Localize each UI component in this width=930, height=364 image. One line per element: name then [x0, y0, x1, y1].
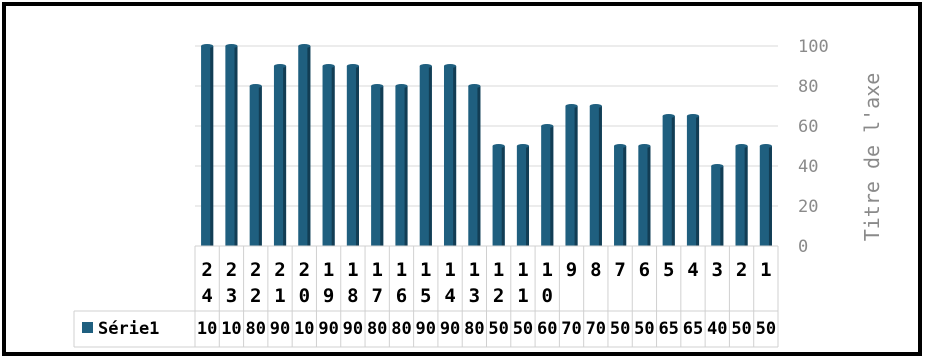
- data-table-value: 50: [756, 319, 776, 339]
- data-table-value: 90: [440, 319, 460, 339]
- legend-swatch: [82, 322, 93, 333]
- data-table-value: 65: [683, 319, 703, 339]
- bar: [322, 64, 335, 246]
- data-table-value: 80: [367, 319, 387, 339]
- y-tick-label: 40: [798, 157, 818, 177]
- y-tick-label: 20: [798, 197, 818, 217]
- bar: [371, 84, 384, 246]
- data-table-value: 10: [197, 319, 217, 339]
- y-tick-label: 100: [798, 37, 829, 57]
- data-table-value: 70: [561, 319, 581, 339]
- data-table-value: 80: [391, 319, 411, 339]
- x-tick-label: 9: [566, 259, 577, 281]
- x-tick-label: 3: [712, 259, 723, 281]
- bars: [201, 44, 772, 246]
- y-tick-label: 80: [798, 77, 818, 97]
- bar: [686, 114, 700, 246]
- bar: [249, 84, 262, 246]
- bar: [492, 144, 505, 246]
- data-table-value: 50: [610, 319, 630, 339]
- legend-label: Série1: [98, 319, 159, 339]
- bar: [565, 104, 578, 246]
- data-table-value: 40: [707, 319, 727, 339]
- x-tick-label: 7: [614, 259, 625, 281]
- bar: [541, 124, 554, 246]
- data-table-value: 50: [513, 319, 533, 339]
- bar: [638, 144, 651, 246]
- bar: [443, 64, 457, 246]
- data-table-value: 50: [731, 319, 751, 339]
- bar: [711, 164, 724, 246]
- bar: [468, 84, 481, 246]
- x-tick-label: 4: [687, 259, 698, 281]
- y-tick-label: 0: [798, 237, 808, 257]
- bar: [589, 104, 602, 246]
- bar: [735, 144, 748, 246]
- bar: [225, 44, 238, 246]
- data-table-value: 80: [245, 319, 265, 339]
- bar: [346, 64, 359, 246]
- data-table: 2 42 32 22 12 01 91 81 71 61 51 41 31 21 11 09 8 7 6 5 4 3 2 1S…: [73, 245, 779, 348]
- legend-entry: Série1: [82, 319, 159, 339]
- y-tick-label: 60: [798, 117, 818, 137]
- data-table-value: 90: [318, 319, 338, 339]
- data-table-value: 50: [488, 319, 508, 339]
- bar: [419, 64, 432, 246]
- bar: [298, 44, 311, 246]
- x-tick-label: 1: [760, 259, 771, 281]
- bar: [614, 144, 627, 246]
- data-table-value: 90: [416, 319, 436, 339]
- x-tick-label: 2: [736, 259, 747, 281]
- bar: [662, 114, 675, 246]
- bar: [395, 84, 408, 246]
- bar: [201, 44, 214, 246]
- data-table-value: 50: [634, 319, 654, 339]
- x-tick-label: 8: [590, 259, 601, 281]
- x-tick-label: 5: [663, 259, 674, 281]
- data-table-value: 90: [270, 319, 290, 339]
- data-table-value: 65: [658, 319, 678, 339]
- bar: [759, 144, 772, 246]
- data-table-value: 10: [294, 319, 314, 339]
- data-table-value: 70: [586, 319, 606, 339]
- bar: [516, 144, 530, 246]
- bar: [273, 64, 287, 246]
- y-axis-ticks: 0 20 40 60 80 100: [798, 37, 829, 257]
- data-table-value: 60: [537, 319, 557, 339]
- data-table-value: 10: [221, 319, 241, 339]
- y-axis-title: Titre de l'axe: [860, 73, 884, 242]
- data-table-value: 80: [464, 319, 484, 339]
- data-table-value: 90: [343, 319, 363, 339]
- x-tick-label: 6: [639, 259, 650, 281]
